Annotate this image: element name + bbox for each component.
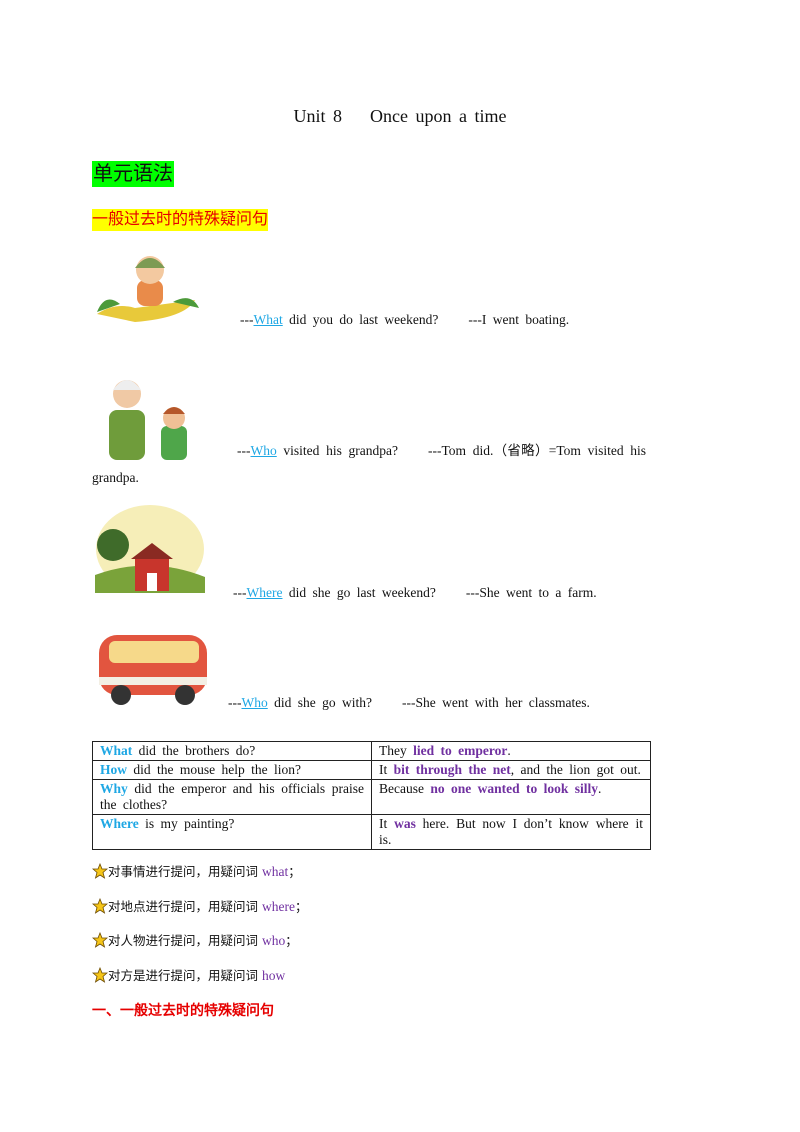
keyword: lied to emperor: [413, 743, 508, 758]
grammar-table: What did the brothers do? They lied to em…: [92, 741, 651, 850]
keyword: Where: [100, 816, 139, 831]
question-word: Who: [241, 695, 268, 710]
question-word: Who: [250, 443, 277, 458]
dash: ---: [237, 443, 251, 458]
note: 对事情进行提问，用疑问词 what；: [91, 862, 301, 882]
table-cell: What did the brothers do?: [92, 741, 372, 761]
note: 对方是进行提问，用疑问词 how: [91, 966, 286, 986]
cell-text: here. But now I don’t know where it is.: [379, 816, 643, 847]
heading: 一、一般过去时的特殊疑问句: [92, 1003, 274, 1019]
table-row: Where is my painting? It was here. But no…: [92, 814, 651, 850]
table-cell: It bit through the net, and the lion got…: [371, 760, 651, 780]
dialogue: ---What did you do last weekend? ---I wen…: [92, 306, 646, 333]
cell-text: .: [598, 781, 602, 796]
unit: Unit 8: [293, 106, 343, 126]
note-word: who: [261, 933, 286, 948]
dialogue: ---Who visited his grandpa? ---Tom did.（省…: [92, 437, 646, 491]
keyword: bit through the net: [393, 762, 511, 777]
cell-text: , and the lion got out.: [510, 762, 641, 777]
keyword: was: [394, 816, 416, 831]
dialogue: ---Who did she go with? ---She went with …: [92, 689, 646, 716]
subsection-title: 一般过去时的特殊疑问句: [92, 209, 269, 231]
note: 对地点进行提问，用疑问词 where；: [91, 897, 308, 917]
answer: ---Tom did.（省略）=Tom visited his grandpa.: [92, 443, 647, 485]
dash: ---: [233, 585, 247, 600]
cell-text: did the brothers do?: [132, 743, 256, 758]
note-text: 对事情进行提问，用疑问词: [108, 864, 262, 879]
table-cell: Why did the emperor and his officials pr…: [92, 779, 372, 815]
table-cell: Where is my painting?: [92, 814, 372, 850]
note-word: where: [261, 898, 295, 914]
keyword: no one wanted to look silly: [430, 781, 599, 796]
farm-picture: [95, 505, 205, 593]
note-text: 对人物进行提问，用疑问词: [108, 933, 262, 948]
unit-name: Once upon a time: [370, 106, 507, 126]
star-icon: [91, 862, 109, 879]
grandpa-picture: [109, 380, 187, 460]
question-word: What: [253, 312, 283, 327]
star-icon: [91, 966, 109, 983]
table-cell: Because no one wanted to look silly.: [371, 779, 651, 815]
table-cell: How did the mouse help the lion?: [92, 760, 372, 780]
note-punct: ；: [285, 933, 298, 948]
answer: ---I went boating.: [468, 312, 570, 327]
star-icon: [91, 897, 109, 914]
cell-text: is my painting?: [138, 816, 235, 831]
dash: ---: [228, 695, 242, 710]
question: did she go with?: [274, 695, 372, 710]
note-punct: ；: [294, 898, 308, 914]
table-cell: They lied to emperor.: [371, 741, 651, 761]
cell-text: They: [379, 743, 414, 758]
table-row: How did the mouse help the lion? It bit t…: [92, 760, 651, 780]
question: did she go last weekend?: [288, 585, 436, 600]
cell-text: Because: [379, 781, 431, 796]
cell-text: .: [507, 743, 511, 758]
section-title: 单元语法: [92, 161, 174, 187]
note-punct: ；: [288, 864, 301, 879]
table-row: What did the brothers do? They lied to em…: [92, 741, 651, 761]
boating-picture: [97, 256, 199, 322]
cell-text: did the mouse help the lion?: [127, 762, 301, 777]
cell-text: did the emperor and his officials praise…: [100, 781, 364, 812]
keyword: What: [100, 743, 133, 758]
bus-picture: [99, 635, 207, 705]
star-icon: [91, 931, 109, 948]
question: visited his grandpa?: [283, 443, 398, 458]
table-cell: It was here. But now I don’t know where …: [371, 814, 651, 850]
dialogue: ---Where did she go last weekend? ---She …: [92, 579, 646, 606]
note: 对人物进行提问，用疑问词 who；: [91, 931, 298, 951]
dash: ---: [240, 312, 254, 327]
note-word: how: [261, 967, 286, 983]
keyword: Why: [100, 781, 128, 796]
answer: ---She went with her classmates.: [402, 695, 590, 710]
answer: ---She went to a farm.: [465, 585, 597, 600]
keyword: How: [100, 762, 127, 777]
question: did you do last weekend?: [289, 312, 439, 327]
note-word: what: [261, 864, 289, 879]
note-text: 对方是进行提问，用疑问词: [108, 967, 262, 983]
note-text: 对地点进行提问，用疑问词: [108, 898, 262, 914]
table-row: Why did the emperor and his officials pr…: [92, 779, 651, 815]
cell-text: It: [379, 762, 394, 777]
question-word: Where: [246, 585, 283, 600]
cell-text: It: [379, 816, 395, 831]
title: Unit 8 Once upon a time: [0, 106, 800, 127]
